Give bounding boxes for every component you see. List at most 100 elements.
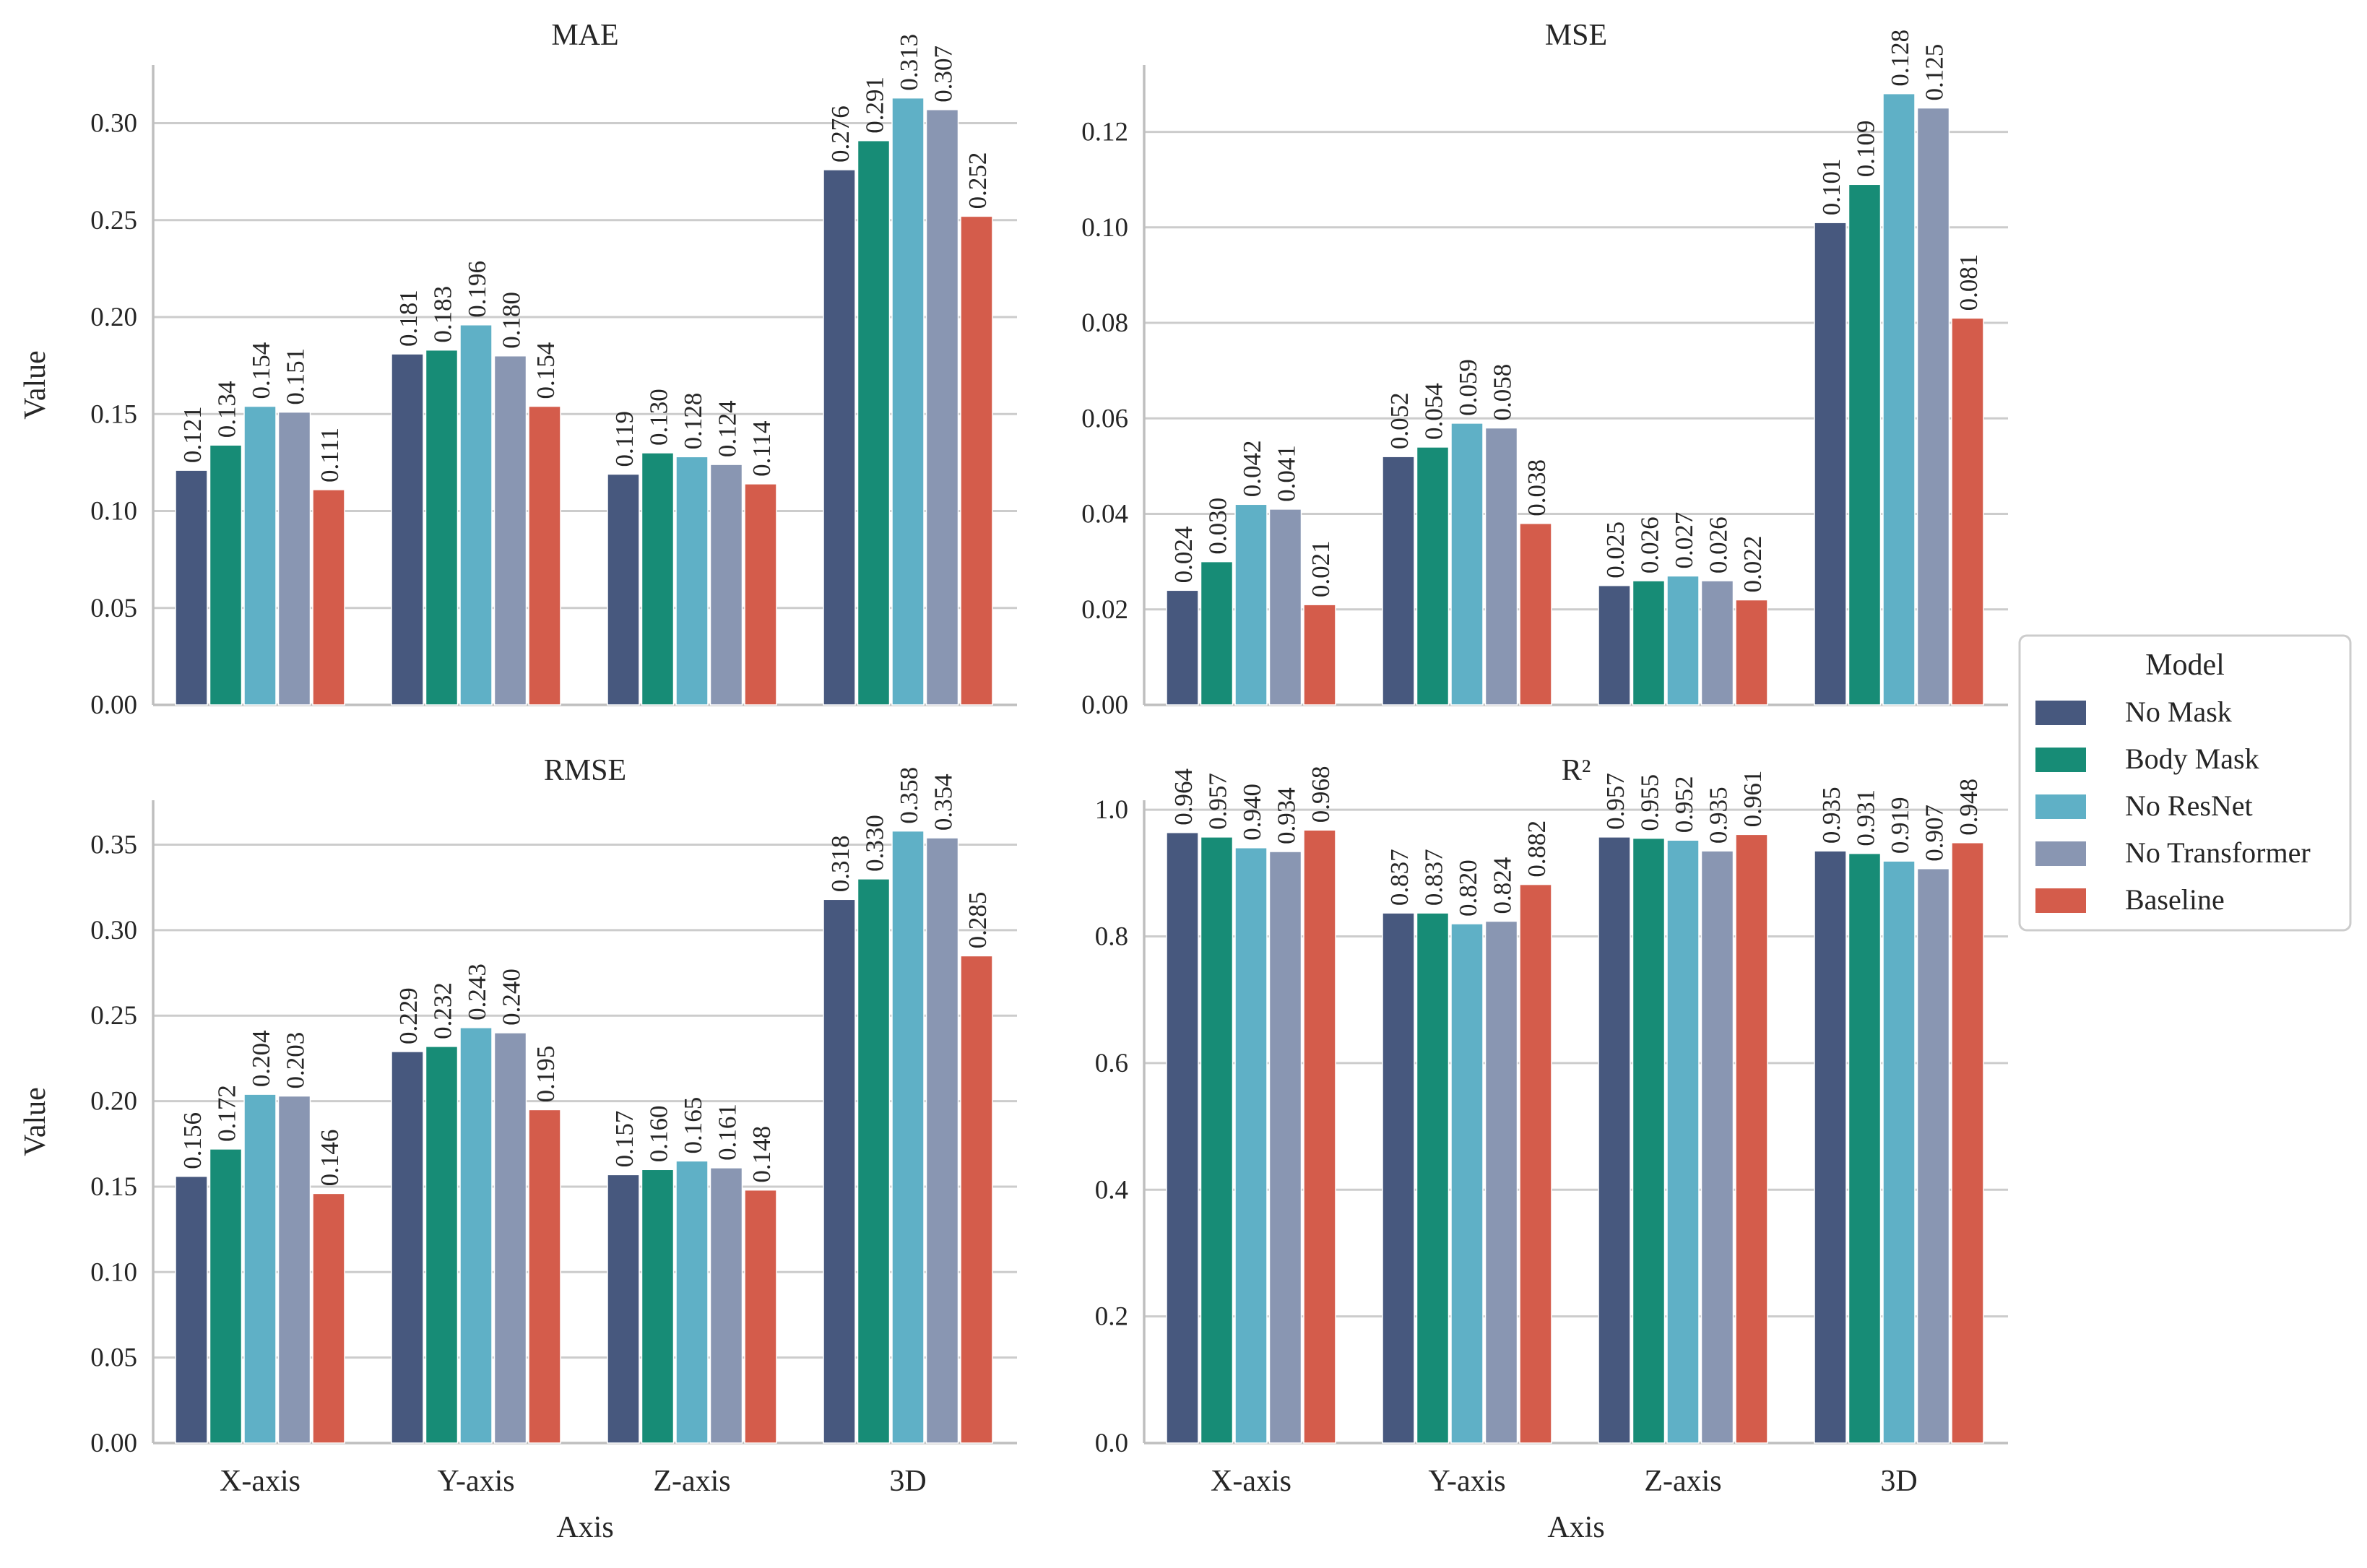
data-label: 0.968 [1307, 766, 1335, 823]
data-label: 0.837 [1385, 849, 1414, 906]
data-label: 0.837 [1420, 849, 1448, 906]
x-tick-label: Z-axis [653, 1465, 730, 1498]
data-label: 0.252 [964, 152, 992, 209]
y-tick-label: 0.20 [90, 1087, 137, 1117]
y-tick-label: 0.25 [90, 1001, 137, 1031]
bar [1450, 423, 1484, 706]
y-tick-label: 0.05 [90, 594, 137, 623]
y-tick-label: 0.35 [90, 831, 137, 860]
y-tick-label: 0.12 [1081, 118, 1128, 147]
bar [891, 830, 925, 1444]
y-tick-label: 0.00 [1081, 690, 1128, 720]
legend-label: No Transformer [2125, 836, 2311, 869]
data-label: 0.130 [645, 389, 673, 446]
y-tick-label: 0.04 [1081, 500, 1128, 529]
data-label: 0.318 [826, 836, 854, 893]
bar [391, 1051, 424, 1444]
data-label: 0.041 [1273, 445, 1301, 502]
bar [175, 1175, 208, 1444]
data-label: 0.204 [247, 1030, 275, 1087]
y-tick-label: 0.06 [1081, 404, 1128, 433]
bar [459, 1027, 493, 1444]
bar [1735, 599, 1768, 706]
data-label: 0.181 [394, 290, 423, 347]
bar [925, 837, 959, 1444]
legend-title: Model [2145, 649, 2225, 682]
bar [1598, 584, 1631, 706]
bar [277, 1095, 311, 1444]
data-label: 0.146 [316, 1130, 344, 1187]
y-tick-label: 0.30 [90, 916, 137, 945]
data-label: 0.820 [1454, 859, 1482, 917]
bar [1882, 92, 1916, 706]
data-label: 0.907 [1921, 805, 1949, 862]
data-label: 0.030 [1204, 498, 1232, 555]
legend-label: Baseline [2125, 883, 2225, 916]
legend: Model No Mask Body Mask No ResNet No Transfo… [2018, 634, 2352, 932]
bar [1268, 508, 1302, 706]
bar [1598, 836, 1631, 1444]
data-label: 0.109 [1852, 121, 1880, 178]
bar [675, 456, 709, 706]
data-label: 0.955 [1636, 774, 1664, 831]
bar [243, 405, 277, 706]
data-label: 0.919 [1886, 797, 1914, 854]
bar [1200, 560, 1234, 706]
y-tick-label: 0.05 [90, 1343, 137, 1373]
bar [1519, 883, 1552, 1444]
data-label: 0.101 [1817, 158, 1845, 215]
chart-title: MAE [551, 19, 618, 52]
data-label: 0.940 [1238, 784, 1266, 841]
bar [925, 109, 959, 706]
y-tick-label: 0.00 [90, 690, 137, 720]
bar [1416, 912, 1450, 1444]
data-label: 0.165 [679, 1097, 707, 1154]
data-label: 0.882 [1523, 820, 1551, 878]
bar [1234, 847, 1268, 1444]
data-label: 0.203 [282, 1032, 310, 1089]
data-label: 0.354 [930, 774, 958, 831]
bar [312, 489, 345, 706]
x-axis-label: Axis [1547, 1511, 1604, 1544]
y-tick-label: 0.00 [90, 1429, 137, 1458]
bar [709, 1167, 743, 1444]
data-label: 0.935 [1817, 787, 1845, 844]
bar [1484, 920, 1518, 1444]
chart-title: R² [1562, 754, 1591, 787]
bar [857, 878, 891, 1444]
legend-label: No Mask [2125, 696, 2232, 728]
data-label: 0.042 [1238, 441, 1266, 498]
y-tick-label: 0.15 [90, 399, 137, 429]
y-tick-label: 0.4 [1095, 1175, 1128, 1205]
data-label: 0.038 [1523, 459, 1551, 516]
data-label: 0.024 [1169, 527, 1198, 584]
data-label: 0.160 [645, 1106, 673, 1163]
bar [459, 324, 493, 706]
bar [1382, 912, 1415, 1444]
data-label: 0.111 [316, 428, 344, 482]
y-tick-label: 0.15 [90, 1172, 137, 1202]
bar [1484, 427, 1518, 706]
data-label: 0.025 [1601, 521, 1630, 579]
data-label: 0.059 [1454, 359, 1482, 416]
chart-panel-3: 0.0 0.2 0.4 0.6 0.8 1.0 R² 0.964 0.837 0.957 0.935… [1095, 754, 2008, 1544]
bar [857, 139, 891, 706]
bar [744, 483, 777, 706]
data-label: 0.156 [178, 1112, 207, 1169]
data-label: 0.952 [1670, 776, 1698, 833]
legend-swatch [2035, 748, 2086, 772]
bar [1632, 580, 1666, 706]
bar [528, 405, 561, 706]
data-label: 0.128 [1886, 30, 1914, 87]
bar [1234, 503, 1268, 706]
data-label: 0.172 [213, 1085, 241, 1142]
data-label: 0.154 [532, 342, 560, 399]
bar [1303, 604, 1336, 706]
bar [1450, 923, 1484, 1444]
data-label: 0.180 [498, 292, 526, 349]
x-tick-label: X-axis [1211, 1465, 1291, 1498]
bar [209, 444, 243, 706]
bar [675, 1160, 709, 1444]
bar [1268, 851, 1302, 1444]
